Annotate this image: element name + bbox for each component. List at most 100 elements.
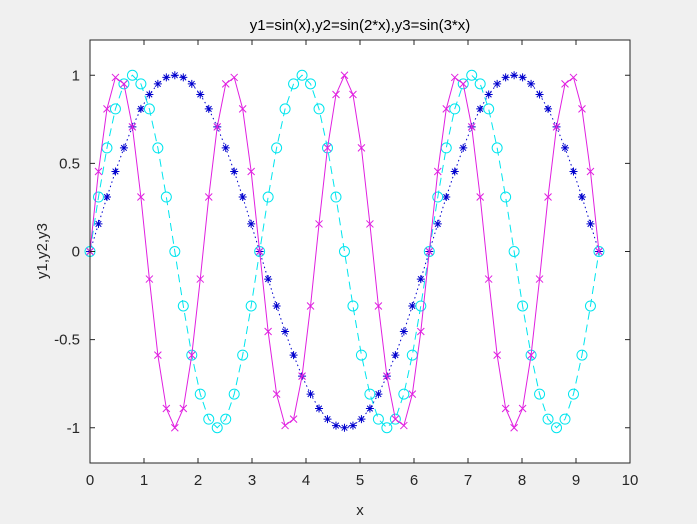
series-3-point [298, 372, 306, 380]
series-3-point [94, 167, 103, 176]
series-2-point [576, 349, 588, 361]
series-3-point [230, 73, 239, 82]
series-2-point [551, 422, 563, 434]
x-tick-label: 7 [464, 472, 472, 489]
series-1-point [153, 79, 162, 88]
series-1-point [544, 104, 553, 113]
series-1-point [416, 275, 425, 284]
series-3-point [272, 390, 281, 398]
series-layer [84, 69, 605, 434]
series-2-point [296, 69, 308, 81]
series-1-point [433, 219, 442, 228]
series-3-point [255, 247, 264, 256]
series-2-point [517, 300, 529, 312]
series-3-point [391, 415, 400, 423]
series-2-point [483, 103, 495, 115]
series-3-point [238, 105, 247, 113]
series-1-point [221, 143, 230, 152]
series-1-point [586, 219, 595, 228]
series-3-point [442, 105, 451, 113]
series-2-point [118, 78, 130, 90]
series-3-point [544, 193, 552, 201]
series-3-point [340, 71, 349, 80]
series-1-point [315, 404, 324, 413]
series-3-point [383, 372, 391, 380]
series-2-point [415, 300, 427, 312]
series-1-point [179, 73, 188, 82]
y-axis-label: y1,y2,y3 [34, 223, 51, 279]
series-1-point [501, 73, 510, 82]
x-tick-label: 9 [572, 472, 580, 489]
series-2-point [279, 103, 291, 115]
series-1-point [450, 167, 459, 176]
x-tick-label: 8 [518, 472, 526, 489]
series-3-point [578, 105, 586, 113]
series-3-point [247, 167, 256, 176]
series-3-point [561, 80, 569, 88]
series-2-point [432, 191, 444, 203]
series-3-point [315, 220, 323, 228]
series-3-point [366, 220, 374, 228]
series-3-point [493, 351, 502, 359]
series-3-point [527, 351, 535, 359]
series-2-point [364, 388, 376, 400]
series-2-point [245, 300, 257, 312]
series-2-point [203, 413, 215, 425]
y-tick-label: 1 [72, 67, 80, 84]
series-2-point [559, 413, 571, 425]
series-2-point [347, 300, 359, 312]
series-2-point [381, 422, 393, 434]
series-3-point [170, 423, 179, 432]
series-1-point [493, 79, 502, 88]
series-3-point [518, 404, 527, 413]
series-3-point [399, 421, 408, 430]
series-3-point [535, 275, 544, 283]
series-2-point [423, 246, 435, 257]
series-1-point [272, 301, 281, 310]
series-1-point [247, 219, 256, 228]
series-2-point [491, 142, 503, 154]
series-2-point [109, 103, 121, 115]
series-3-point [586, 167, 595, 176]
series-3 [86, 71, 603, 432]
series-3-point [179, 404, 188, 413]
y-tick-label: 0 [72, 244, 80, 261]
series-1-point [569, 167, 578, 176]
series-2-point [389, 413, 401, 425]
x-tick-label: 0 [86, 472, 94, 489]
series-2-point [143, 103, 155, 115]
series-2-point [237, 349, 249, 361]
series-1-point [187, 79, 196, 88]
y-tick-label: -1 [67, 420, 80, 437]
series-3-point [332, 90, 340, 99]
series-2-point [500, 191, 512, 203]
series-2-point [449, 103, 461, 115]
series-1-point [391, 351, 400, 360]
series-3-point [103, 105, 111, 113]
series-3-point [552, 123, 561, 131]
series-3-point [306, 302, 315, 310]
series-2-point [305, 78, 317, 90]
series-2-point [542, 413, 554, 425]
y-tick-label: 0.5 [59, 155, 80, 172]
x-tick-label: 10 [622, 472, 639, 489]
series-1-point [408, 301, 417, 310]
series-2-point [126, 69, 138, 81]
series-2-point [567, 388, 579, 400]
series-2-point [525, 349, 537, 361]
x-tick-label: 6 [410, 472, 418, 489]
series-2-point [313, 103, 325, 115]
series-1-point [111, 167, 120, 176]
series-2-point [593, 246, 605, 257]
series-3-point [196, 275, 205, 283]
series-2-point [372, 413, 384, 425]
series-3-point [459, 80, 468, 88]
tick-layer: 0 1 2 3 4 5 6 7 8 9 10 -1 -0.5 0 0.5 1 [54, 40, 638, 489]
series-1-point [238, 193, 247, 202]
series-2-point [288, 78, 300, 90]
series-3-point [510, 423, 518, 432]
series-1-point [442, 193, 451, 202]
series-3-point [425, 247, 434, 256]
